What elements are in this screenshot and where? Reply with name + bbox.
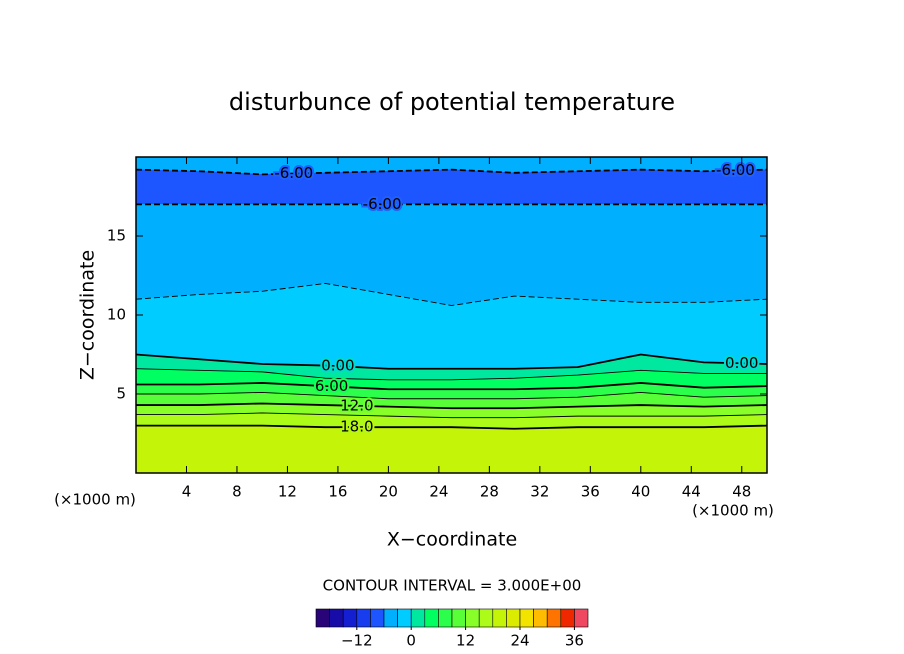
colorbar-cell (478, 608, 494, 628)
colorbar-cell (329, 608, 344, 628)
contour-line (135, 368, 767, 381)
colorbar-cell (533, 608, 548, 628)
contour-interval: CONTOUR INTERVAL = 3.000E+00 (323, 577, 582, 595)
contour-line (136, 402, 768, 410)
colorbar-cell (370, 608, 385, 628)
colorbar-cell (315, 608, 330, 628)
colorbar-cell (397, 608, 412, 628)
colorbar-tick-label: −12 (341, 632, 373, 650)
y-unit: (×1000 m) (54, 491, 136, 509)
contour-line (136, 391, 768, 400)
y-axis-label: Z−coordinate (77, 250, 99, 380)
x-tick-label: 48 (732, 483, 751, 501)
colorbar-cell (438, 608, 453, 628)
x-tick-label: 40 (631, 483, 650, 501)
colorbar-cell (383, 608, 398, 628)
x-tick-label: 8 (232, 483, 242, 501)
colorbar-cell (424, 608, 439, 628)
contour-band (135, 425, 768, 474)
colorbar-cell (451, 608, 466, 628)
contour-label: 6.00 (315, 377, 348, 395)
colorbar-cell (506, 608, 521, 628)
x-tick-label: 16 (328, 483, 347, 501)
x-tick-label: 36 (581, 483, 600, 501)
contour-line (136, 412, 768, 419)
colorbar-cell (560, 608, 575, 628)
colorbar-cell (465, 608, 480, 628)
colorbar-cell (519, 608, 534, 628)
contour-label: 0.00 (321, 357, 354, 375)
y-tick-label: 10 (107, 306, 126, 324)
chart-title: disturbunce of potential temperature (229, 88, 675, 116)
x-tick-label: 28 (480, 483, 499, 501)
contour-label: -6.00 (716, 161, 755, 179)
contour-line (135, 168, 768, 176)
x-tick-label: 4 (182, 483, 192, 501)
contour-label: 0.00 (725, 354, 758, 372)
x-tick-label: 44 (682, 483, 701, 501)
contour-label: -6.00 (274, 164, 313, 182)
y-tick-label: 15 (107, 227, 126, 245)
contour-line (136, 424, 768, 430)
contour-band (135, 169, 768, 205)
colorbar-cell (342, 608, 358, 628)
x-unit: (×1000 m) (692, 502, 774, 520)
y-tick-label: 5 (116, 385, 126, 403)
x-axis-label: X−coordinate (387, 529, 517, 551)
contour-band (135, 204, 768, 306)
contour-line (136, 382, 768, 391)
colorbar-cell (574, 608, 589, 628)
contour-label: 12.0 (340, 396, 373, 414)
colorbar-tick-label: 36 (565, 632, 584, 650)
colorbar-cell (492, 608, 507, 628)
contour-label: -6.00 (363, 195, 402, 213)
x-tick-label: 24 (429, 483, 448, 501)
colorbar-tick-label: 12 (456, 632, 475, 650)
contour-line (135, 353, 768, 370)
x-tick-label: 32 (530, 483, 549, 501)
colorbar-tick-label: 0 (406, 632, 416, 650)
colorbar-cell (356, 608, 371, 628)
contour-line (135, 282, 768, 306)
x-tick-label: 20 (379, 483, 398, 501)
x-tick-label: 12 (278, 483, 297, 501)
colorbar-cell (410, 608, 426, 628)
colorbar-cell (546, 608, 562, 628)
colorbar-tick-label: 24 (510, 632, 529, 650)
contour-label: 18.0 (340, 418, 373, 436)
